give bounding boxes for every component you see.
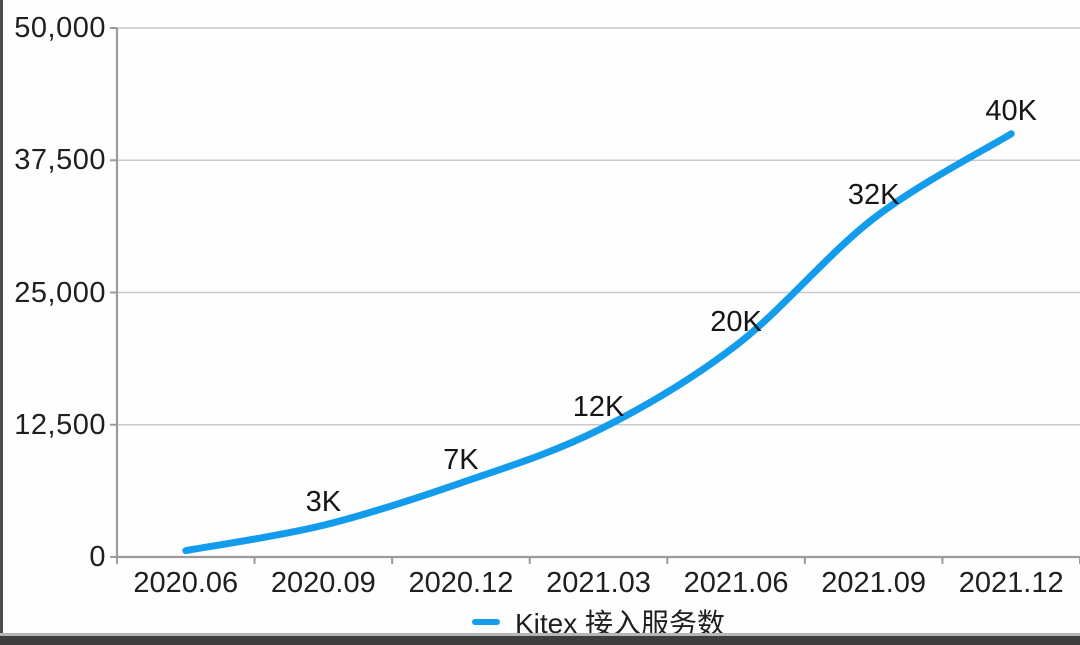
y-tick-label: 25,000 bbox=[14, 276, 106, 309]
x-tick-label: 2021.09 bbox=[821, 567, 927, 599]
data-point-label: 3K bbox=[305, 486, 342, 519]
x-tick-label: 2021.03 bbox=[546, 567, 651, 599]
y-tick-label: 50,000 bbox=[14, 12, 106, 44]
data-point-label: 40K bbox=[985, 94, 1037, 127]
y-tick-label: 12,500 bbox=[14, 408, 106, 441]
x-tick-label: 2020.12 bbox=[408, 567, 514, 599]
window-bottom-divider bbox=[0, 633, 1080, 636]
x-tick-label: 2020.09 bbox=[270, 567, 376, 599]
data-point-label: 12K bbox=[572, 391, 625, 424]
x-tick-label: 2020.06 bbox=[133, 567, 239, 599]
series-line bbox=[182, 130, 1015, 555]
data-point-label: 32K bbox=[847, 179, 900, 212]
legend-line-marker-icon bbox=[471, 619, 500, 625]
window-left-edge bbox=[0, 0, 3, 645]
window-bottom-bar bbox=[0, 636, 1080, 645]
y-tick-label: 37,500 bbox=[14, 144, 106, 177]
data-point-label: 7K bbox=[443, 443, 479, 476]
x-tick-label: 2021.12 bbox=[958, 567, 1064, 599]
data-point-label: 20K bbox=[710, 306, 762, 339]
y-tick-label: 0 bbox=[89, 541, 106, 573]
x-tick-label: 2021.06 bbox=[683, 567, 789, 599]
